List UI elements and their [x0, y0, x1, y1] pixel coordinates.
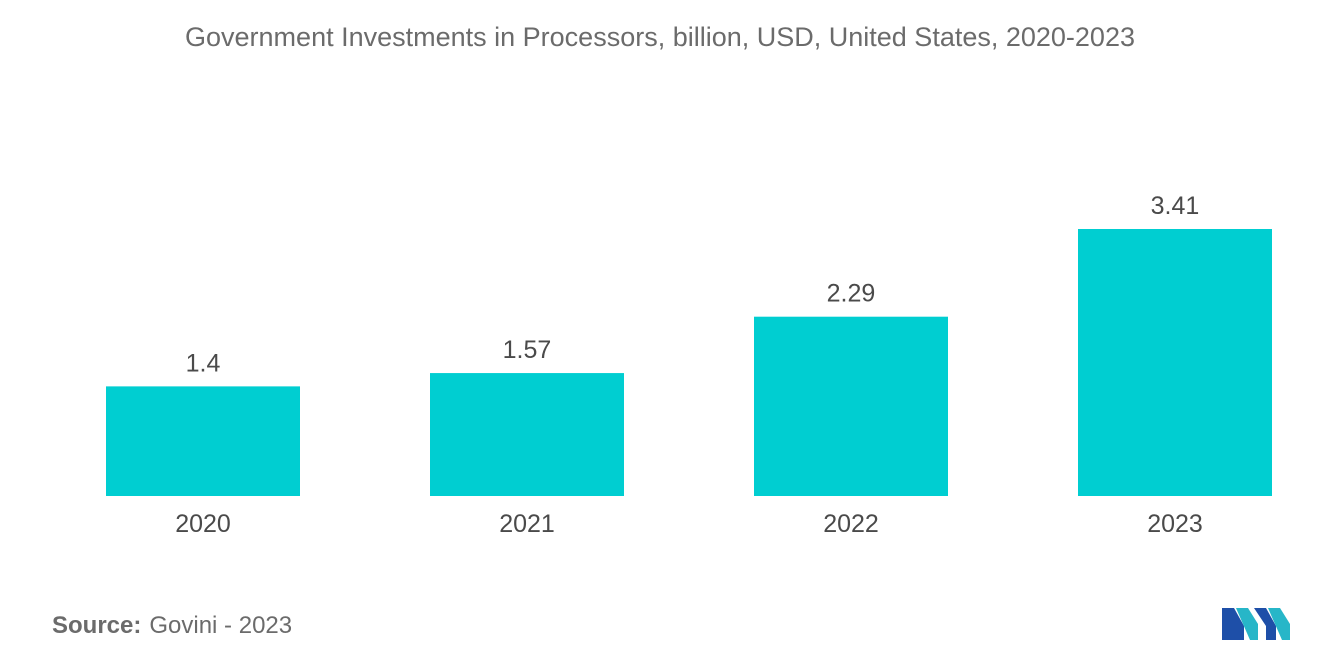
data-label-2022: 2.29: [827, 280, 876, 308]
x-tick-label-2023: 2023: [1147, 510, 1203, 538]
chart-title: Government Investments in Processors, bi…: [185, 22, 1135, 52]
x-tick-label-2020: 2020: [175, 510, 231, 538]
data-label-2021: 1.57: [503, 336, 552, 364]
source-note: Source: Govini - 2023: [52, 612, 292, 640]
bar-2023: [1078, 229, 1272, 496]
source-label: Source:: [52, 612, 142, 639]
source-text: Govini - 2023: [149, 612, 293, 639]
mordor-intelligence-logo-icon: [1222, 608, 1290, 640]
x-tick-label-2022: 2022: [823, 510, 879, 538]
bar-2022: [754, 316, 948, 496]
x-tick-label-2021: 2021: [499, 510, 555, 538]
bar-2020: [106, 386, 300, 496]
data-label-2023: 3.41: [1151, 192, 1200, 220]
bar-2021: [430, 373, 624, 496]
data-label-2020: 1.4: [186, 349, 221, 377]
